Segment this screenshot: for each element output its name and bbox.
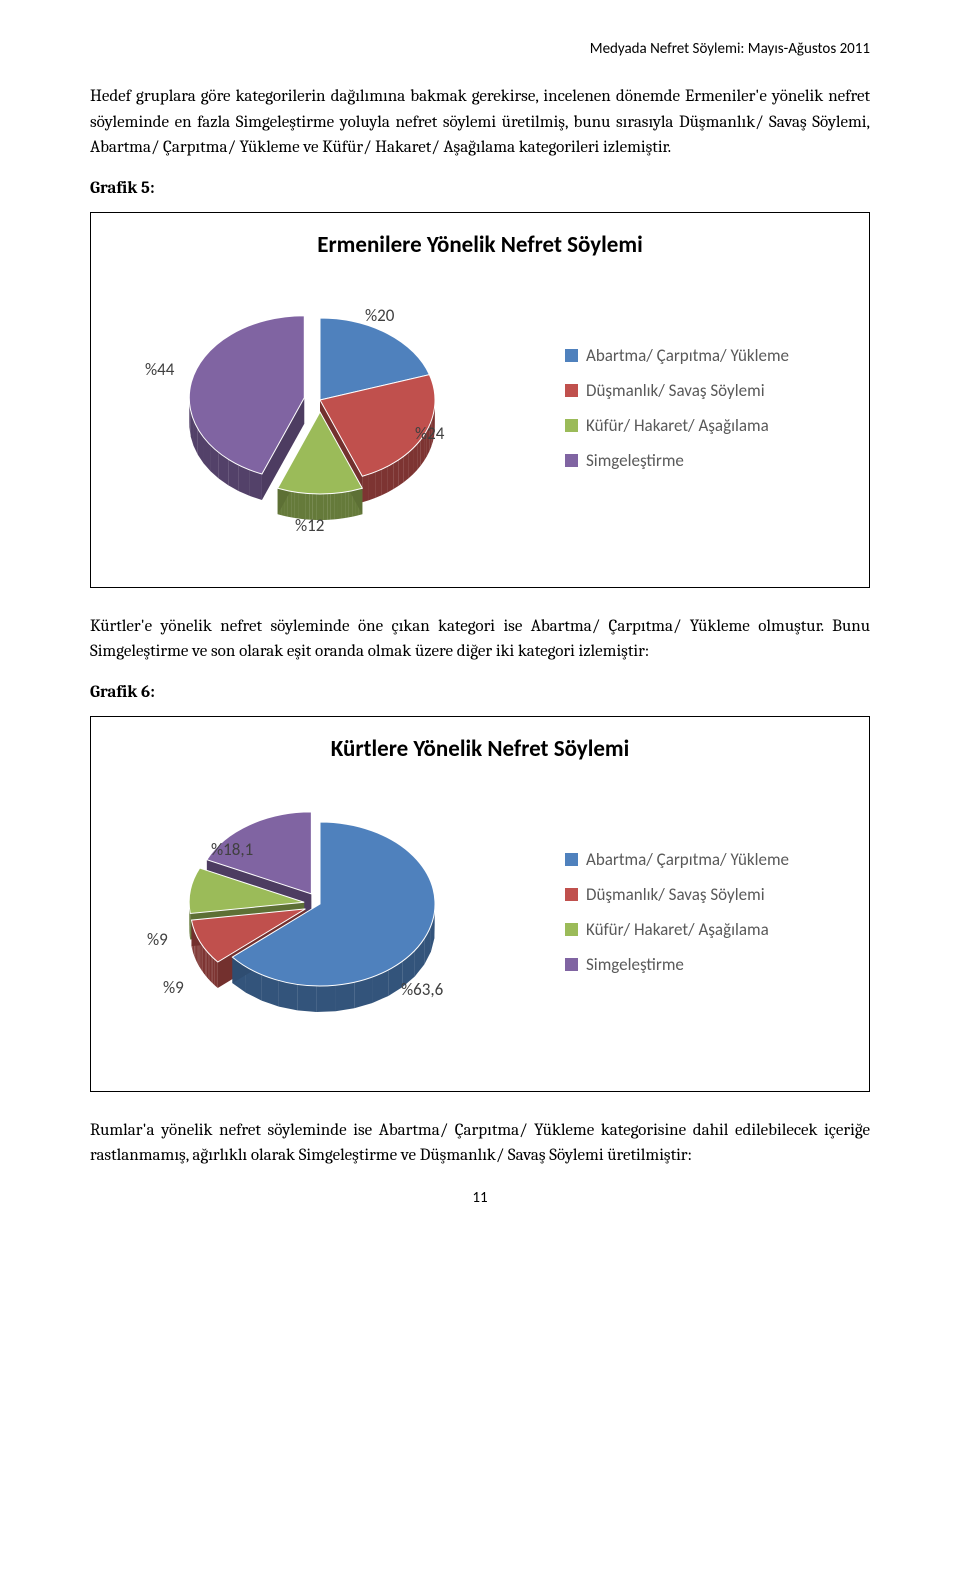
chart-2-container: Kürtlere Yönelik Nefret Söylemi %63,6 %9…: [90, 716, 870, 1092]
chart-2-slice-label-3: %18,1: [211, 839, 253, 860]
paragraph-1: Hedef gruplara göre kategorilerin dağılı…: [90, 84, 870, 161]
chart-1-legend: Abartma/ Çarpıtma/ Yükleme Düşmanlık/ Sa…: [565, 345, 789, 485]
legend-text: Düşmanlık/ Savaş Söylemi: [586, 884, 765, 905]
legend-text: Abartma/ Çarpıtma/ Yükleme: [586, 345, 789, 366]
chart-2-title: Kürtlere Yönelik Nefret Söylemi: [105, 735, 855, 763]
chart-1-pie-wrap: %20 %24 %12 %44: [105, 285, 555, 545]
chart-2-slice-label-0: %63,6: [401, 979, 443, 1000]
legend-swatch: [565, 349, 578, 362]
chart-1-container: Ermenilere Yönelik Nefret Söylemi %20 %2…: [90, 212, 870, 588]
chart-2-slice-label-1: %9: [163, 977, 184, 998]
chart-2-slice-label-2: %9: [147, 929, 168, 950]
grafik-5-label: Grafik 5:: [90, 179, 870, 198]
chart-1-body: %20 %24 %12 %44 Abartma/ Çarpıtma/ Yükle…: [105, 275, 855, 555]
page-header-right: Medyada Nefret Söylemi: Mayıs-Ağustos 20…: [90, 40, 870, 58]
chart-2-body: %63,6 %9 %9 %18,1 Abartma/ Çarpıtma/ Yük…: [105, 779, 855, 1059]
paragraph-2: Kürtler'e yönelik nefret söyleminde öne …: [90, 614, 870, 665]
chart-1-slice-label-2: %12: [295, 515, 324, 536]
grafik-6-label: Grafik 6:: [90, 683, 870, 702]
legend-swatch: [565, 888, 578, 901]
legend-swatch: [565, 958, 578, 971]
legend-swatch: [565, 853, 578, 866]
legend-item: Simgeleştirme: [565, 954, 789, 975]
chart-2-pie-wrap: %63,6 %9 %9 %18,1: [105, 789, 555, 1049]
legend-item: Abartma/ Çarpıtma/ Yükleme: [565, 849, 789, 870]
legend-swatch: [565, 923, 578, 936]
legend-item: Düşmanlık/ Savaş Söylemi: [565, 380, 789, 401]
chart-1-title: Ermenilere Yönelik Nefret Söylemi: [105, 231, 855, 259]
legend-swatch: [565, 454, 578, 467]
legend-item: Abartma/ Çarpıtma/ Yükleme: [565, 345, 789, 366]
chart-2-legend: Abartma/ Çarpıtma/ Yükleme Düşmanlık/ Sa…: [565, 849, 789, 989]
chart-1-slice-label-1: %24: [415, 423, 444, 444]
legend-swatch: [565, 419, 578, 432]
legend-text: Küfür/ Hakaret/ Aşağılama: [586, 415, 769, 436]
page-number: 11: [90, 1189, 870, 1207]
legend-swatch: [565, 384, 578, 397]
legend-text: Simgeleştirme: [586, 954, 684, 975]
legend-text: Küfür/ Hakaret/ Aşağılama: [586, 919, 769, 940]
legend-item: Küfür/ Hakaret/ Aşağılama: [565, 415, 789, 436]
legend-item: Simgeleştirme: [565, 450, 789, 471]
legend-text: Simgeleştirme: [586, 450, 684, 471]
chart-1-slice-label-3: %44: [145, 359, 174, 380]
legend-text: Düşmanlık/ Savaş Söylemi: [586, 380, 765, 401]
legend-text: Abartma/ Çarpıtma/ Yükleme: [586, 849, 789, 870]
chart-1-slice-label-0: %20: [365, 305, 394, 326]
legend-item: Küfür/ Hakaret/ Aşağılama: [565, 919, 789, 940]
chart-2-pie: [155, 789, 485, 1039]
legend-item: Düşmanlık/ Savaş Söylemi: [565, 884, 789, 905]
chart-1-pie: [155, 285, 485, 535]
paragraph-3: Rumlar'a yönelik nefret söyleminde ise A…: [90, 1118, 870, 1169]
